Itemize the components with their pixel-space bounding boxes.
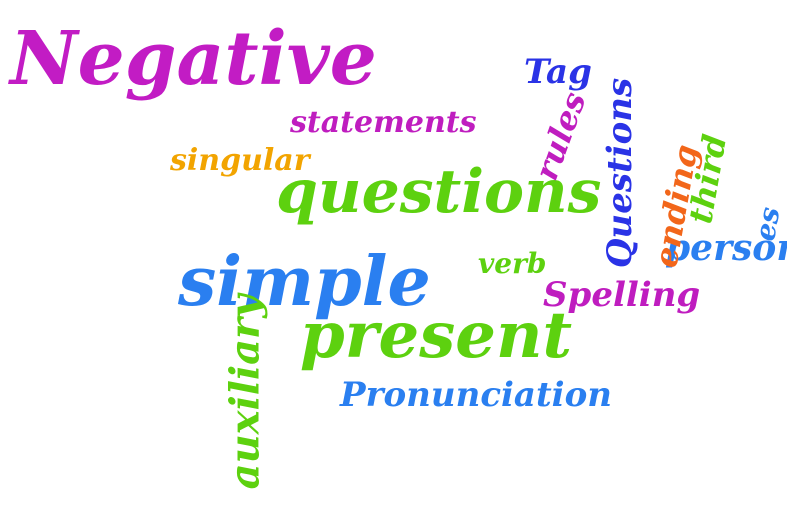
word-person: person <box>665 227 787 269</box>
word-questions-capital: Questions <box>600 77 641 269</box>
word-present: present <box>300 298 573 373</box>
word-tag: Tag <box>524 52 592 92</box>
word-verb: verb <box>478 247 547 280</box>
word-statements: statements <box>290 105 477 140</box>
word-singular: singular <box>170 143 310 178</box>
word-simple: simple <box>178 242 431 322</box>
word-es: es <box>748 204 787 244</box>
word-pronunciation: Pronunciation <box>340 375 612 415</box>
word-questions: questions <box>276 157 602 227</box>
word-negative: Negative <box>10 16 377 102</box>
word-spelling: Spelling <box>543 275 701 315</box>
word-auxiliary: auxiliary <box>221 294 269 490</box>
